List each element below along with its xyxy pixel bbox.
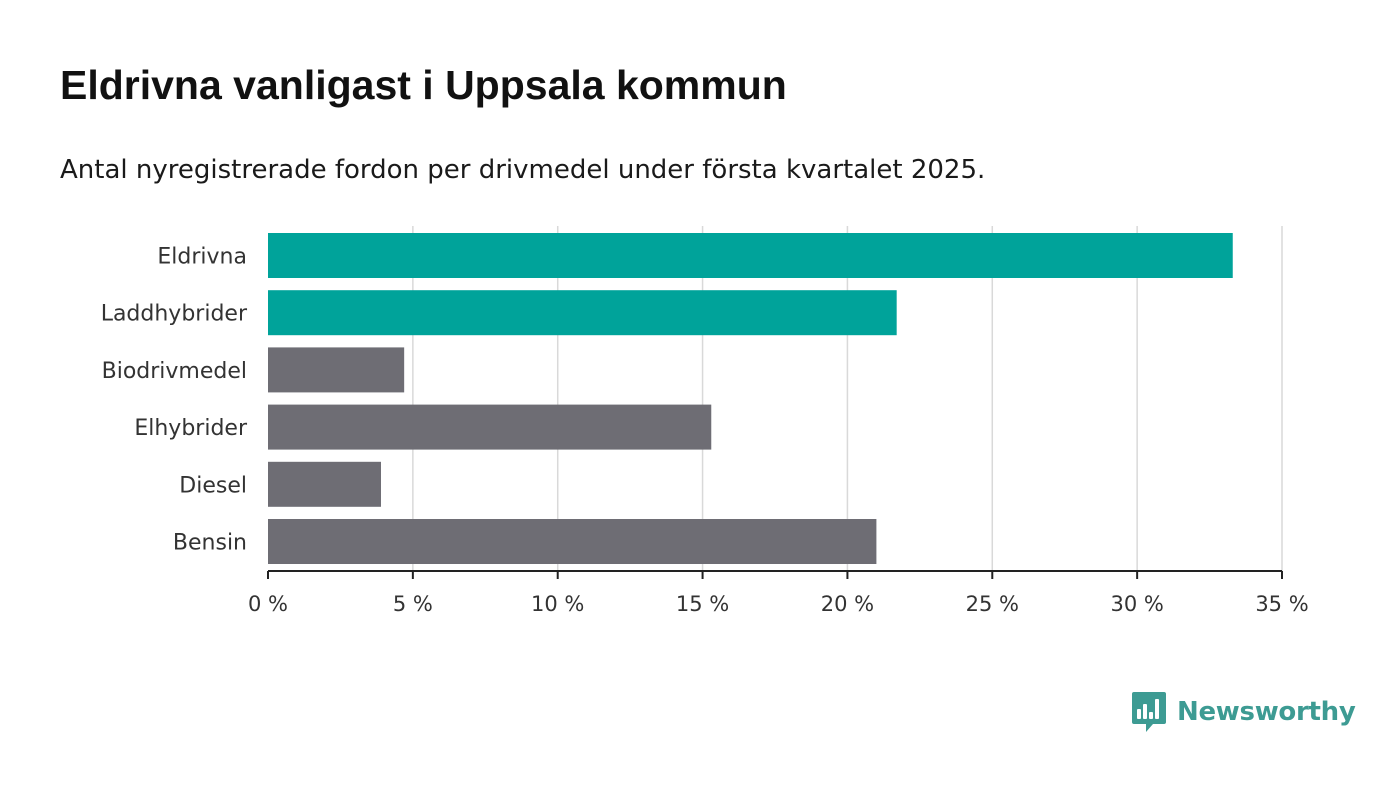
category-label: Elhybrider (134, 416, 248, 441)
category-label: Biodrivmedel (102, 359, 247, 384)
category-label: Eldrivna (157, 245, 247, 270)
category-label: Laddhybrider (101, 302, 248, 327)
x-axis: 0 % 5 % 10 % 15 % 20 % 25 % 30 % 35 % (248, 570, 1309, 616)
bar-eldrivna (268, 233, 1233, 278)
bar-bensin (268, 519, 877, 564)
bar-biodrivmedel (268, 347, 405, 393)
category-label: Diesel (179, 473, 247, 498)
bars (268, 233, 1233, 564)
category-labels: Eldrivna Laddhybrider Biodrivmedel Elhybrid… (101, 245, 248, 556)
brand-name: Newsworthy (1177, 697, 1356, 727)
brand-logo: Newsworthy (1131, 690, 1356, 734)
chart-subtitle: Antal nyregistrerade fordon per drivmede… (60, 155, 986, 185)
x-tick-label: 25 % (966, 592, 1019, 616)
bar-diesel (268, 461, 381, 507)
newsworthy-logo-icon (1132, 692, 1166, 732)
x-tick-label: 35 % (1255, 592, 1308, 616)
x-tick-label: 0 % (248, 592, 288, 616)
gridlines (412, 226, 1283, 571)
x-tick-label: 15 % (676, 592, 729, 616)
chart-title: Eldrivna vanligast i Uppsala kommun (60, 62, 787, 108)
bar-laddhybrider (268, 290, 897, 336)
x-tick-label: 20 % (821, 592, 874, 616)
bar-elhybrider (268, 404, 712, 450)
x-tick-label: 5 % (393, 592, 433, 616)
x-tick-label: 10 % (531, 592, 584, 616)
category-label: Bensin (173, 531, 247, 556)
x-tick-label: 30 % (1110, 592, 1163, 616)
